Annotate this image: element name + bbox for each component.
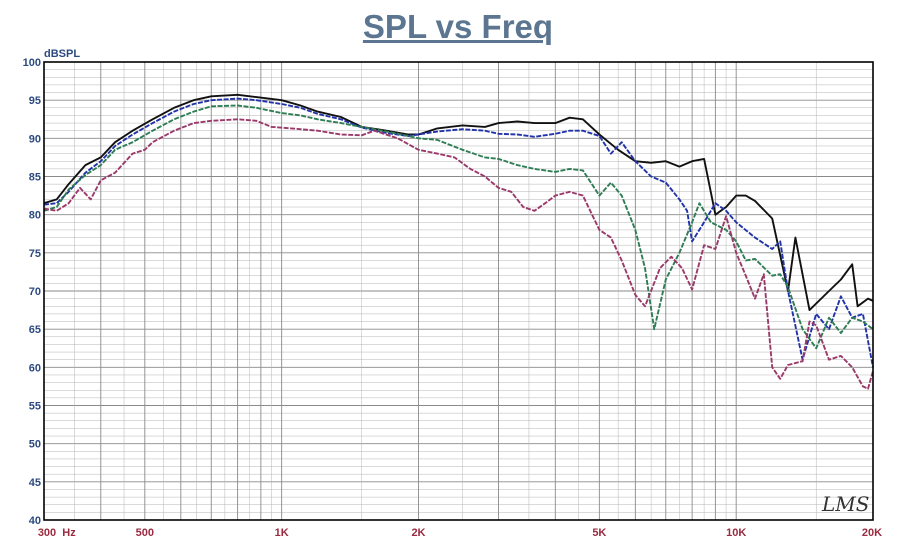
y-tick-label: 90	[29, 133, 41, 145]
x-tick-label: 10K	[726, 527, 746, 539]
series-group	[43, 93, 874, 390]
x-tick-label: 1K	[275, 527, 289, 539]
x-tick-label: 300	[38, 527, 56, 539]
y-tick-label: 50	[29, 439, 41, 451]
plot-frame	[43, 61, 874, 521]
lms-watermark: LMS	[821, 492, 869, 516]
series-line-3	[43, 104, 874, 350]
x-tick-label: 5K	[592, 527, 606, 539]
series-line-2	[43, 97, 874, 368]
x-tick-label: 2K	[411, 527, 425, 539]
y-tick-label: 60	[29, 362, 41, 374]
tick-labels: 40 45 50 55 60 65 70 75 80 85 90 95 100 300 500 1K 2K 5K 1…	[23, 57, 883, 539]
y-tick-label: 100	[23, 57, 41, 69]
x-unit-label: Hz	[62, 527, 76, 539]
x-tick-label: 20K	[862, 527, 882, 539]
y-tick-label: 40	[29, 515, 41, 527]
series-line-1	[43, 93, 874, 312]
y-tick-label: 75	[29, 248, 41, 260]
y-tick-label: 45	[29, 477, 41, 489]
x-tick-label: 500	[136, 527, 154, 539]
y-tick-label: 65	[29, 324, 41, 336]
y-axis-label: dBSPL	[44, 48, 80, 60]
y-tick-label: 85	[29, 172, 41, 184]
chart-title: SPL vs Freq	[362, 8, 554, 45]
y-tick-label: 55	[29, 401, 41, 413]
y-tick-label: 80	[29, 210, 41, 222]
grid	[44, 62, 873, 520]
y-tick-label: 70	[29, 286, 41, 298]
y-tick-label: 95	[29, 95, 41, 107]
series-line-4	[43, 118, 874, 390]
